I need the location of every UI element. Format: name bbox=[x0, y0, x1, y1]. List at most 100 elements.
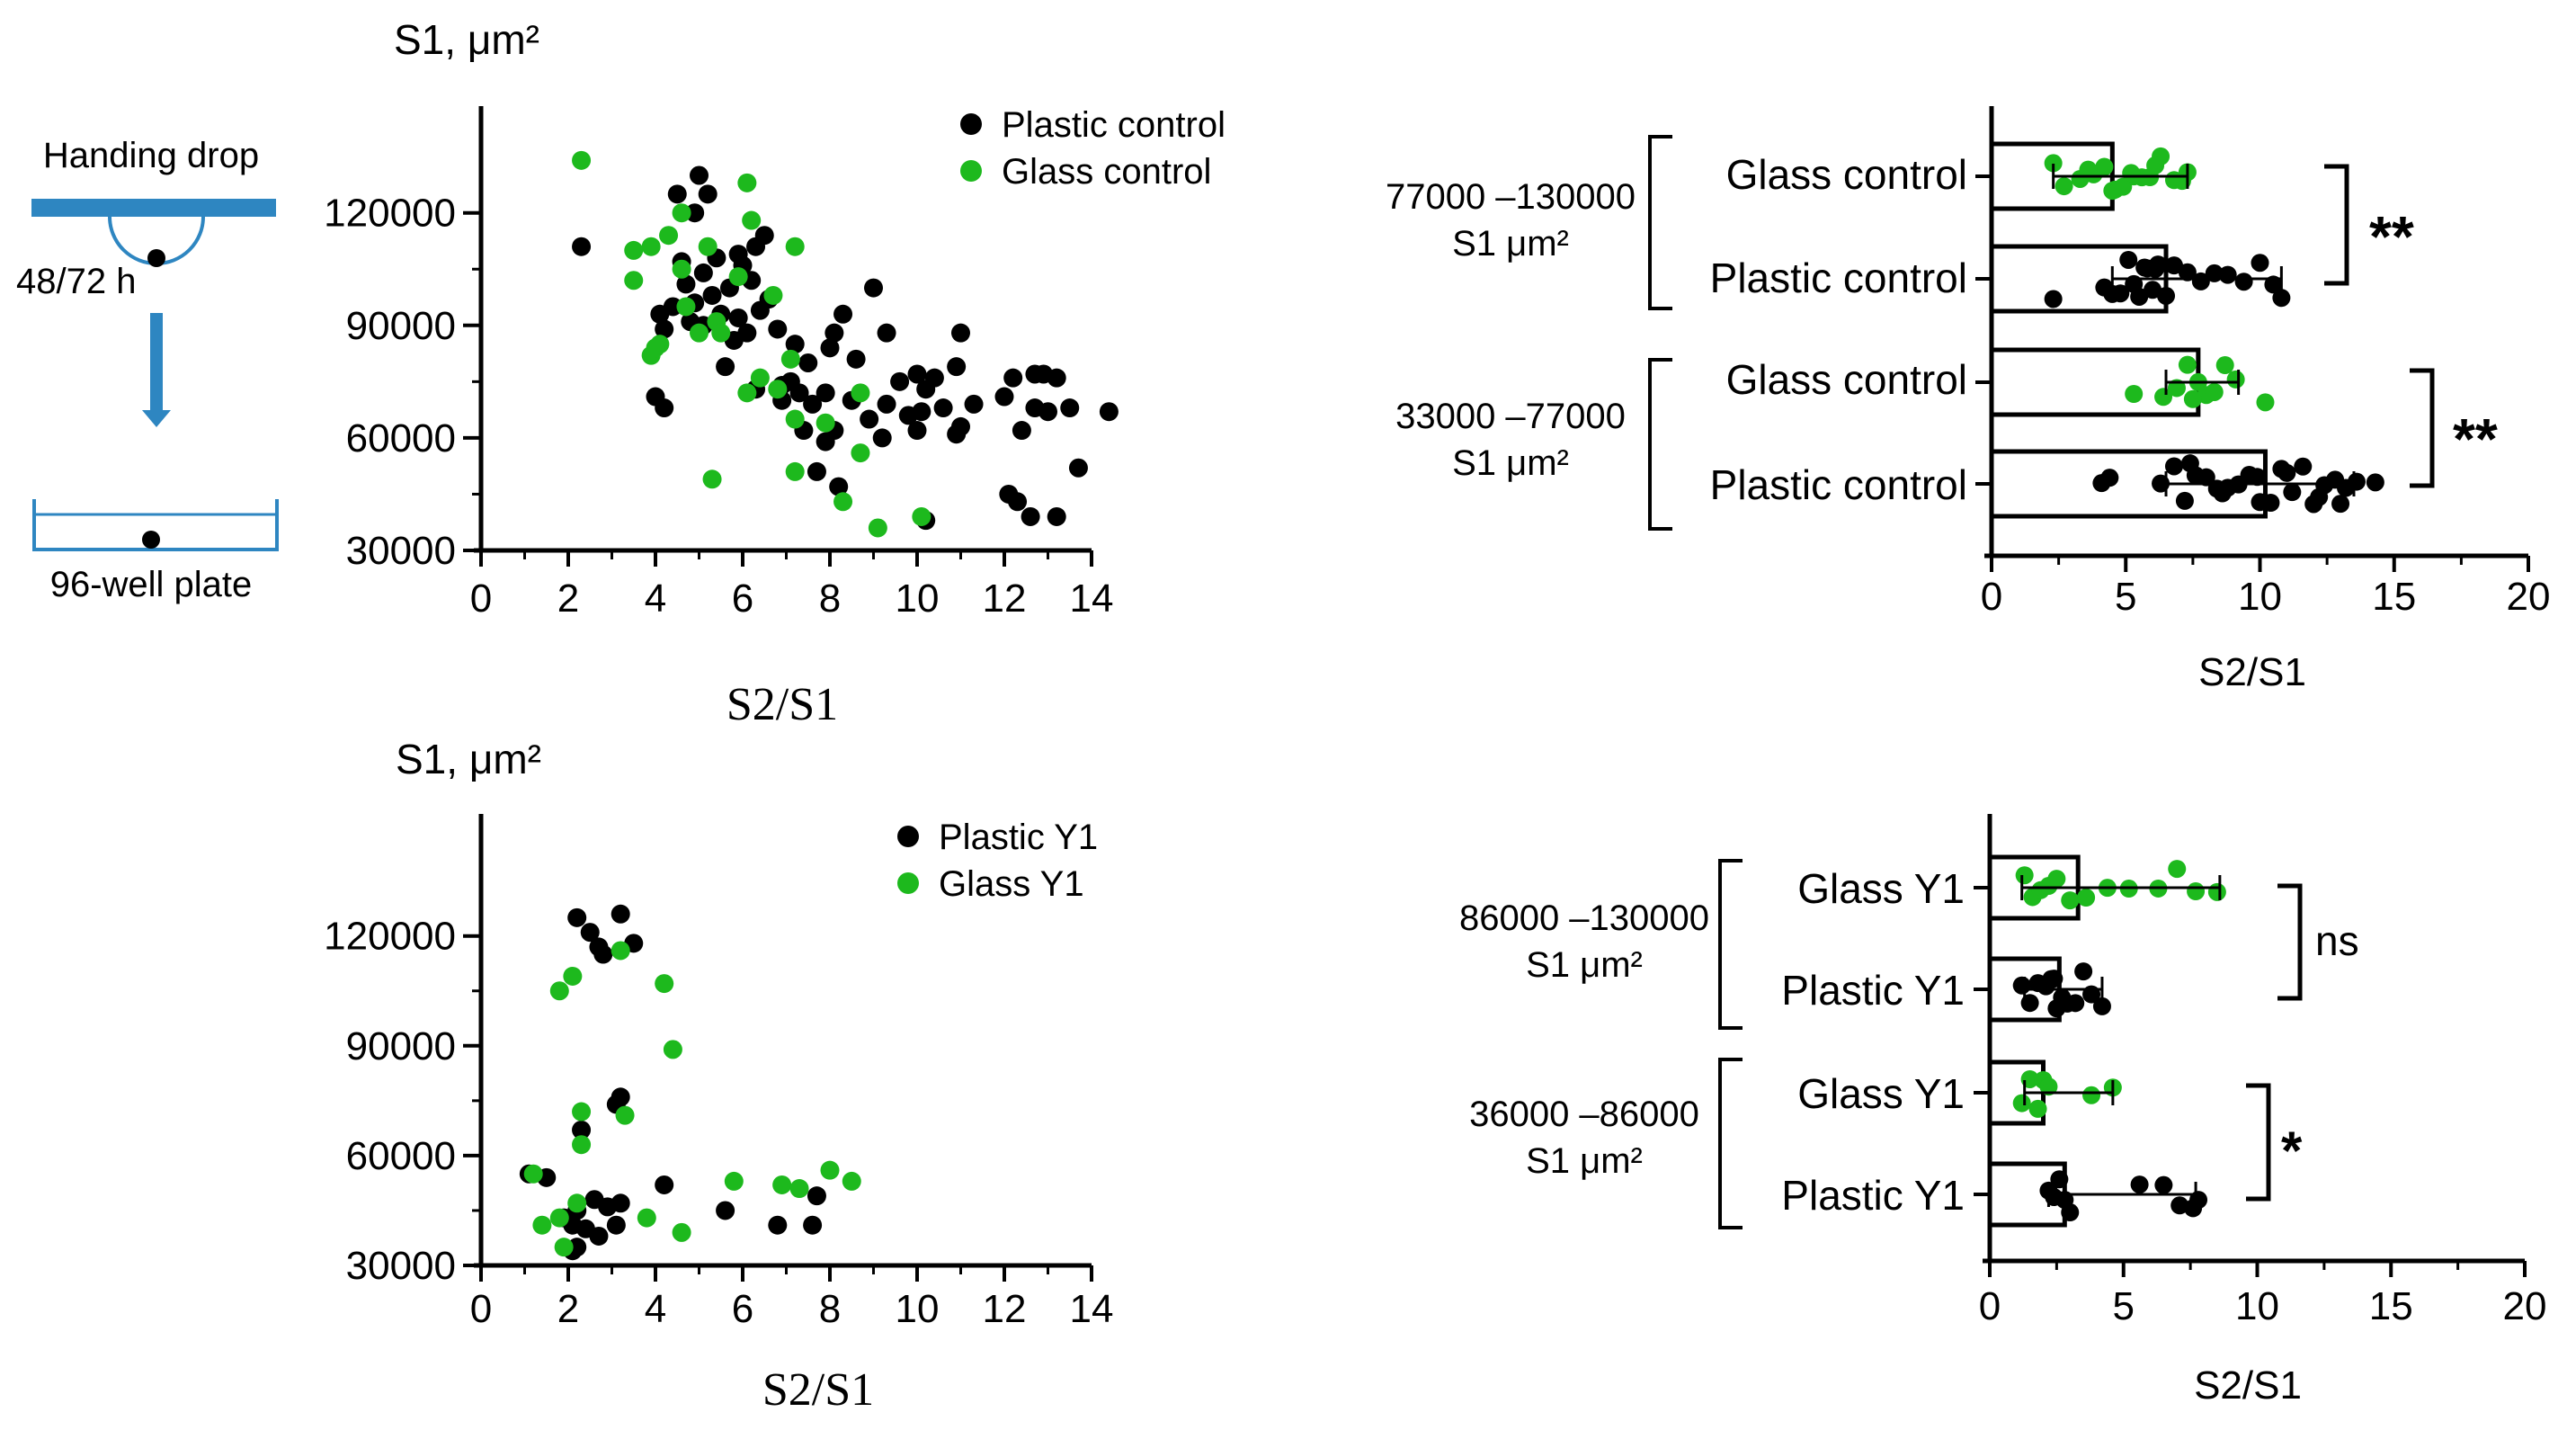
data-point-plastic-control bbox=[933, 398, 953, 418]
data-point-plastic-y1 bbox=[572, 1120, 592, 1140]
scatter-2-x-tick-label: 10 bbox=[896, 1287, 940, 1331]
data-point-plastic-control bbox=[690, 165, 709, 185]
data-point-glass-y1 bbox=[789, 1179, 809, 1199]
scatter-1-y-tick-label: 120000 bbox=[324, 192, 456, 236]
bar-1-group-2-range: 33000 –77000 bbox=[1395, 397, 1626, 436]
data-point-plastic-y1 bbox=[2130, 1175, 2149, 1194]
data-point-glass-y1 bbox=[2187, 882, 2206, 901]
data-point-plastic-control bbox=[798, 353, 818, 372]
legend-label-glass-y1: Glass Y1 bbox=[939, 864, 1084, 904]
bar-2-group-1-category-plastic: Plastic Y1 bbox=[1781, 967, 1965, 1014]
bar-2-x-tick-label: 20 bbox=[2503, 1284, 2547, 1328]
data-point-glass-y1 bbox=[663, 1040, 682, 1059]
well-plate bbox=[32, 499, 279, 551]
bar-1-group-2-brace bbox=[1648, 358, 1672, 531]
data-point-plastic-control bbox=[2234, 273, 2253, 291]
scatter-2-y-tick-label: 90000 bbox=[346, 1024, 456, 1068]
scatter-1-x-tick-label: 2 bbox=[557, 576, 579, 621]
data-point-plastic-control bbox=[2100, 469, 2119, 487]
data-point-plastic-control bbox=[2310, 487, 2329, 506]
data-point-plastic-y1 bbox=[2092, 997, 2111, 1015]
data-point-plastic-control bbox=[2197, 468, 2215, 487]
bar-2-group-1-unit: S1 μm² bbox=[1526, 945, 1643, 985]
data-point-plastic-y1 bbox=[803, 1215, 823, 1235]
data-point-glass-control bbox=[2146, 156, 2165, 174]
data-point-plastic-control bbox=[685, 203, 705, 223]
data-point-plastic-control bbox=[951, 323, 970, 343]
data-point-glass-control bbox=[702, 469, 722, 489]
bar-2-group-2-significance: * bbox=[2281, 1121, 2303, 1181]
legend-label-plastic-y1: Plastic Y1 bbox=[939, 818, 1098, 857]
scatter-1-xlabel: S2/S1 bbox=[726, 679, 838, 730]
data-point-glass-y1 bbox=[567, 1193, 587, 1213]
data-point-plastic-control bbox=[1021, 506, 1040, 526]
data-point-plastic-control bbox=[572, 237, 592, 256]
data-point-plastic-control bbox=[2366, 473, 2384, 492]
data-point-glass-control bbox=[2226, 370, 2245, 389]
data-point-plastic-control bbox=[2272, 289, 2291, 308]
data-point-plastic-control bbox=[2111, 284, 2130, 303]
data-point-plastic-control bbox=[750, 300, 770, 320]
data-point-plastic-control bbox=[655, 398, 674, 418]
schematic-time-label: 48/72 h bbox=[16, 262, 136, 301]
data-point-glass-control bbox=[624, 271, 644, 290]
data-point-glass-control bbox=[868, 518, 887, 538]
data-point-plastic-control bbox=[890, 371, 910, 391]
scatter-2-legend: Plastic Y1 Glass Y1 bbox=[897, 818, 1098, 904]
bar-1-x-tick-label: 0 bbox=[1981, 575, 2002, 619]
data-point-plastic-control bbox=[2261, 493, 2280, 512]
data-point-plastic-y1 bbox=[768, 1215, 788, 1235]
data-point-plastic-control bbox=[829, 477, 849, 496]
data-point-plastic-y1 bbox=[611, 1087, 630, 1107]
bar-1-group-1-category-glass: Glass control bbox=[1726, 151, 1967, 198]
data-point-glass-control bbox=[737, 383, 757, 403]
data-point-plastic-control bbox=[872, 428, 892, 448]
data-point-glass-control bbox=[2122, 164, 2141, 183]
data-point-glass-y1 bbox=[655, 974, 674, 994]
bar-1-group-2-significance: ** bbox=[2453, 407, 2498, 471]
data-point-glass-y1 bbox=[2168, 860, 2187, 879]
bar-1-group-1-range: 77000 –130000 bbox=[1386, 177, 1636, 217]
data-point-glass-control bbox=[2183, 389, 2202, 408]
scatter-1-y-tick-label: 90000 bbox=[346, 304, 456, 348]
data-point-plastic-control bbox=[2175, 491, 2194, 510]
data-point-plastic-y1 bbox=[567, 1238, 587, 1257]
data-point-plastic-control bbox=[803, 394, 823, 414]
data-point-plastic-y1 bbox=[611, 904, 630, 924]
data-point-plastic-control bbox=[912, 402, 931, 422]
data-point-plastic-control bbox=[2130, 287, 2149, 306]
data-point-glass-control bbox=[737, 173, 757, 192]
data-point-glass-control bbox=[2215, 356, 2234, 375]
bar-2-x-tick-label: 10 bbox=[2235, 1284, 2279, 1328]
bar-1-group-1-significance: ** bbox=[2369, 204, 2414, 269]
data-point-plastic-control bbox=[1012, 421, 1031, 441]
bar-1-group-2-category-plastic: Plastic control bbox=[1710, 461, 1967, 508]
data-point-plastic-control bbox=[2146, 260, 2165, 279]
data-point-plastic-control bbox=[2248, 468, 2267, 487]
scatter-1-x-tick-label: 8 bbox=[819, 576, 841, 621]
scatter-1-x-tick-label: 4 bbox=[645, 576, 666, 621]
data-point-plastic-control bbox=[2294, 457, 2313, 476]
bar-1-x-tick-label: 20 bbox=[2507, 575, 2551, 619]
data-point-glass-y1 bbox=[672, 1222, 691, 1242]
data-point-glass-y1 bbox=[523, 1164, 543, 1184]
bar-2-group-1-brace bbox=[1718, 859, 1743, 1030]
data-point-glass-y1 bbox=[2028, 1099, 2047, 1118]
scatter-1-x-tick-label: 12 bbox=[983, 576, 1027, 621]
scatter-2-y-tick-label: 120000 bbox=[324, 915, 456, 959]
data-point-plastic-y1 bbox=[606, 1215, 626, 1235]
data-point-plastic-y1 bbox=[589, 1226, 609, 1246]
data-point-glass-y1 bbox=[842, 1171, 861, 1191]
data-point-glass-y1 bbox=[563, 966, 583, 986]
data-point-glass-y1 bbox=[724, 1171, 744, 1191]
scatter-2-x-tick-label: 4 bbox=[645, 1287, 666, 1331]
data-point-plastic-control bbox=[2213, 484, 2232, 503]
data-point-plastic-control bbox=[716, 357, 735, 377]
data-point-plastic-control bbox=[655, 319, 674, 339]
schematic-top-label: Handing drop bbox=[43, 136, 259, 175]
bar-2-group-2-sig-bracket bbox=[2246, 1083, 2271, 1202]
data-point-plastic-control bbox=[846, 349, 866, 369]
legend-marker-plastic-y1 bbox=[897, 826, 919, 847]
data-point-plastic-control bbox=[907, 364, 927, 384]
data-point-glass-control bbox=[785, 237, 805, 256]
